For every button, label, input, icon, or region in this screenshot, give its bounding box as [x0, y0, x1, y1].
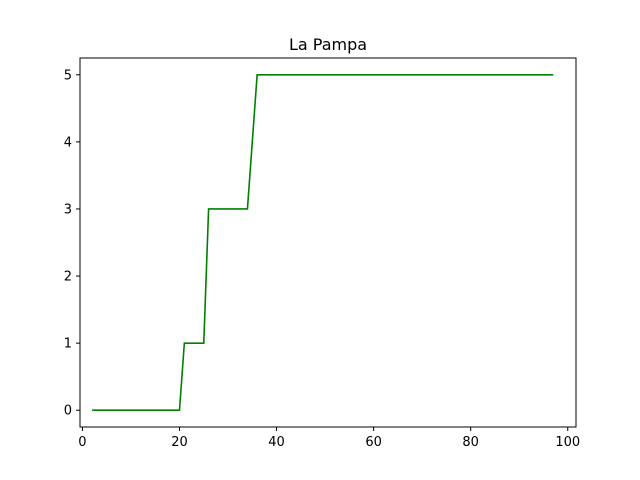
y-tick-label: 2 [64, 270, 72, 285]
y-tick-label: 4 [64, 135, 72, 150]
x-tick-label: 40 [268, 435, 285, 450]
chart-title: La Pampa [289, 35, 367, 54]
x-tick-label: 60 [365, 435, 382, 450]
x-tick-label: 0 [78, 435, 86, 450]
y-tick-label: 0 [64, 404, 72, 419]
y-tick-label: 3 [64, 202, 72, 217]
y-tick-label: 1 [64, 337, 72, 352]
x-tick-label: 100 [555, 435, 580, 450]
x-axis-ticks: 0 20 40 60 80 100 [78, 427, 580, 450]
x-tick-label: 20 [171, 435, 188, 450]
y-axis-ticks: 0 1 2 3 4 5 [64, 68, 80, 419]
plot-area [92, 73, 554, 412]
axes-frame [79, 57, 577, 428]
x-tick-label: 80 [462, 435, 479, 450]
series-line-0 [92, 73, 554, 412]
y-tick-label: 5 [64, 68, 72, 83]
